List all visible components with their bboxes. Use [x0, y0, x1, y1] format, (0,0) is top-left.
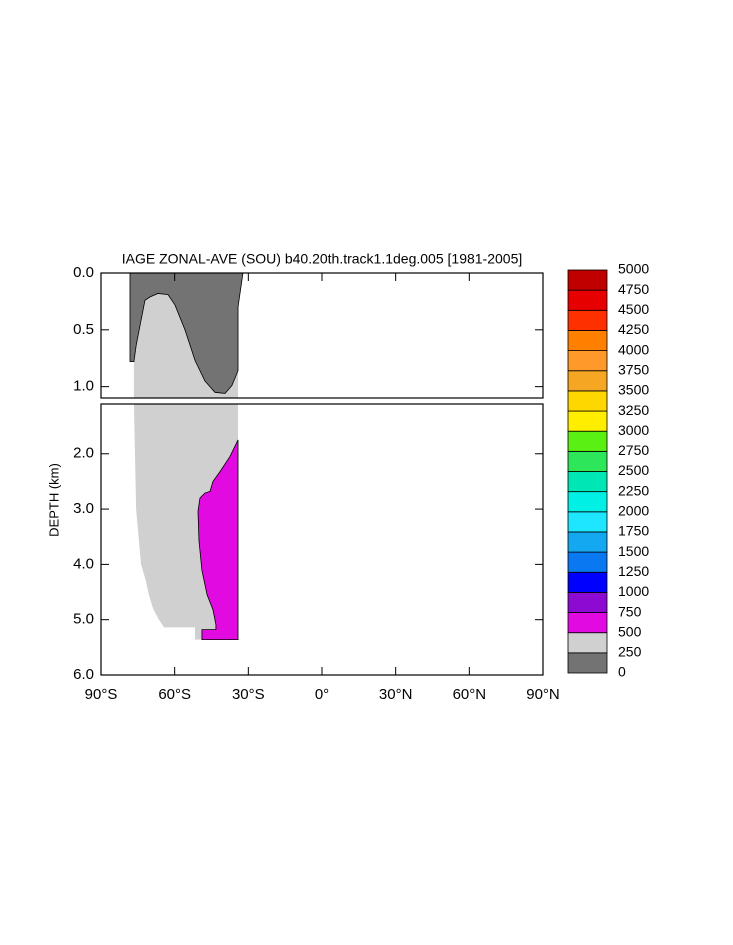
colorbar-box: [567, 430, 608, 452]
x-tick-label: 90°S: [85, 686, 118, 703]
colorbar-label: 4500: [618, 301, 649, 317]
y-tick-label: 4.0: [73, 555, 94, 572]
y-tick-label: 6.0: [73, 666, 94, 683]
colorbar-label: 2750: [618, 442, 649, 458]
colorbar-box: [567, 410, 608, 432]
colorbar-box: [567, 652, 608, 674]
y-tick-label: 0.5: [73, 321, 94, 338]
colorbar-label: 3500: [618, 382, 649, 398]
colorbar-label: 3250: [618, 402, 649, 418]
x-tick-label: 30°S: [232, 686, 265, 703]
colorbar-label: 4250: [618, 321, 649, 337]
colorbar-box: [567, 491, 608, 513]
colorbar-label: 2500: [618, 462, 649, 478]
colorbar-box: [567, 450, 608, 472]
colorbar-box: [567, 269, 608, 291]
colorbar-box: [567, 350, 608, 372]
colorbar-label: 1250: [618, 563, 649, 579]
colorbar-label: 1000: [618, 583, 649, 599]
x-tick-label: 30°N: [379, 686, 413, 703]
colorbar-label: 5000: [618, 261, 649, 277]
colorbar-label: 2000: [618, 503, 649, 519]
colorbar-label: 3750: [618, 361, 649, 377]
colorbar-label: 250: [618, 644, 642, 660]
y-tick-label: 2.0: [73, 445, 94, 462]
colorbar-box: [567, 330, 608, 352]
colorbar-box: [567, 632, 608, 654]
y-tick-label: 5.0: [73, 611, 94, 628]
x-tick-label: 60°N: [453, 686, 487, 703]
x-tick-label: 90°N: [526, 686, 560, 703]
colorbar-label: 500: [618, 623, 642, 639]
colorbar-label: 1500: [618, 543, 649, 559]
colorbar-box: [567, 551, 608, 573]
colorbar-label: 2250: [618, 482, 649, 498]
panel: [129, 273, 244, 398]
contour-region: [197, 439, 239, 641]
y-tick-label: 3.0: [73, 500, 94, 517]
colorbar-box: [567, 592, 608, 613]
y-axis-label: DEPTH (km): [46, 463, 61, 537]
x-tick-label: 0°: [315, 686, 329, 703]
y-tick-label: 1.0: [73, 378, 94, 395]
chart-title: IAGE ZONAL-AVE (SOU) b40.20th.track1.1de…: [122, 251, 523, 267]
contour-region: [129, 273, 244, 394]
colorbar-box: [567, 471, 608, 493]
colorbar-box: [567, 309, 608, 331]
x-tick-label: 60°S: [158, 686, 191, 703]
colorbar-label: 750: [618, 603, 642, 619]
colorbar-label: 1750: [618, 523, 649, 539]
colorbar-box: [567, 531, 608, 553]
colorbar-box: [567, 511, 608, 533]
colorbar-box: [567, 370, 608, 392]
y-tick-label: 0.0: [73, 264, 94, 281]
colorbar-box: [567, 571, 608, 593]
colorbar-label: 0: [618, 664, 626, 680]
colorbar-box: [567, 390, 608, 412]
colorbar-box: [567, 289, 608, 311]
colorbar-label: 3000: [618, 422, 649, 438]
colorbar-box: [567, 612, 608, 634]
colorbar-label: 4000: [618, 341, 649, 357]
colorbar-label: 4750: [618, 281, 649, 297]
panel: [133, 404, 239, 641]
